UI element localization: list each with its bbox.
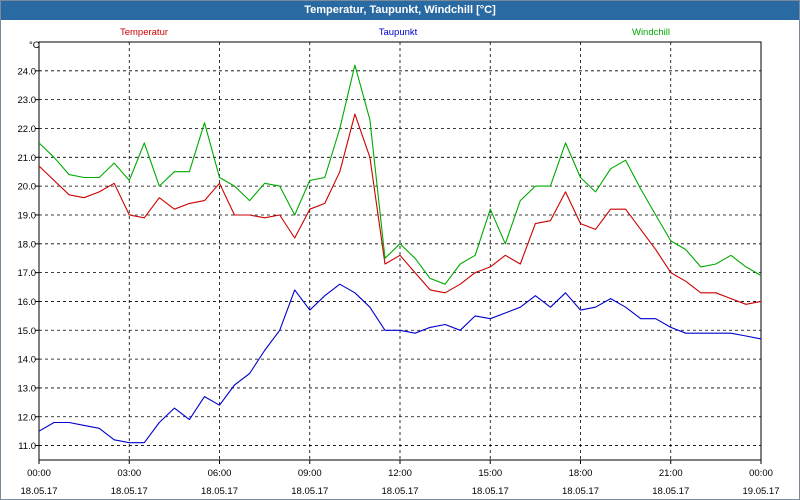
x-tick-label-time: 21:00 [659,468,683,479]
series-line-temperatur [38,113,762,305]
y-tick-label: 16.0 [18,297,37,308]
y-tick-label: 24.0 [18,66,37,77]
legend-taupunkt: Taupunkt [379,27,418,38]
x-tick-label-date: 18.05.17 [201,486,238,497]
y-tick-label: 11.0 [18,441,36,452]
x-tick-label-date: 18.05.17 [291,486,328,497]
legend-windchill: Windchill [632,27,670,38]
x-tick-label-time: 06:00 [208,468,232,479]
window-title: Temperatur, Taupunkt, Windchill [°C] [1,1,799,20]
y-tick-label: 17.0 [18,268,37,279]
y-tick-label: 22.0 [18,124,37,135]
x-tick-label-time: 00:00 [27,468,51,479]
legend-temperatur: Temperatur [120,27,168,38]
x-tick-label-date: 18.05.17 [382,486,419,497]
y-tick-label: 18.0 [18,239,37,250]
y-tick-label: 23.0 [18,95,37,106]
y-axis-label: °C [29,40,40,51]
x-tick-label-time: 00:00 [749,468,773,479]
x-tick-label-time: 03:00 [117,468,141,479]
x-tick-label-time: 09:00 [298,468,322,479]
y-tick-label: 13.0 [18,383,37,394]
y-tick-label: 19.0 [18,210,37,221]
y-tick-label: 12.0 [18,412,37,423]
y-tick-label: 21.0 [18,153,37,164]
y-tick-label: 15.0 [18,326,37,337]
x-tick-label-time: 12:00 [388,468,412,479]
series-line-taupunkt [38,283,762,444]
x-tick-label-date: 19.05.17 [743,486,780,497]
y-tick-label: 20.0 [18,182,37,193]
x-tick-label-time: 18:00 [569,468,593,479]
y-tick-label: 14.0 [18,355,37,366]
x-tick-label-time: 15:00 [478,468,502,479]
x-tick-label-date: 18.05.17 [562,486,599,497]
x-tick-label-date: 18.05.17 [472,486,509,497]
x-tick-label-date: 18.05.17 [652,486,689,497]
line-chart: 11.0 12.0 13.0 14.0 15.0 16.0 17.0 18.0 19.0 20.0… [18,27,780,497]
series-line-windchill [38,64,762,285]
x-tick-label-date: 18.05.17 [21,486,58,497]
x-tick-label-date: 18.05.17 [111,486,148,497]
